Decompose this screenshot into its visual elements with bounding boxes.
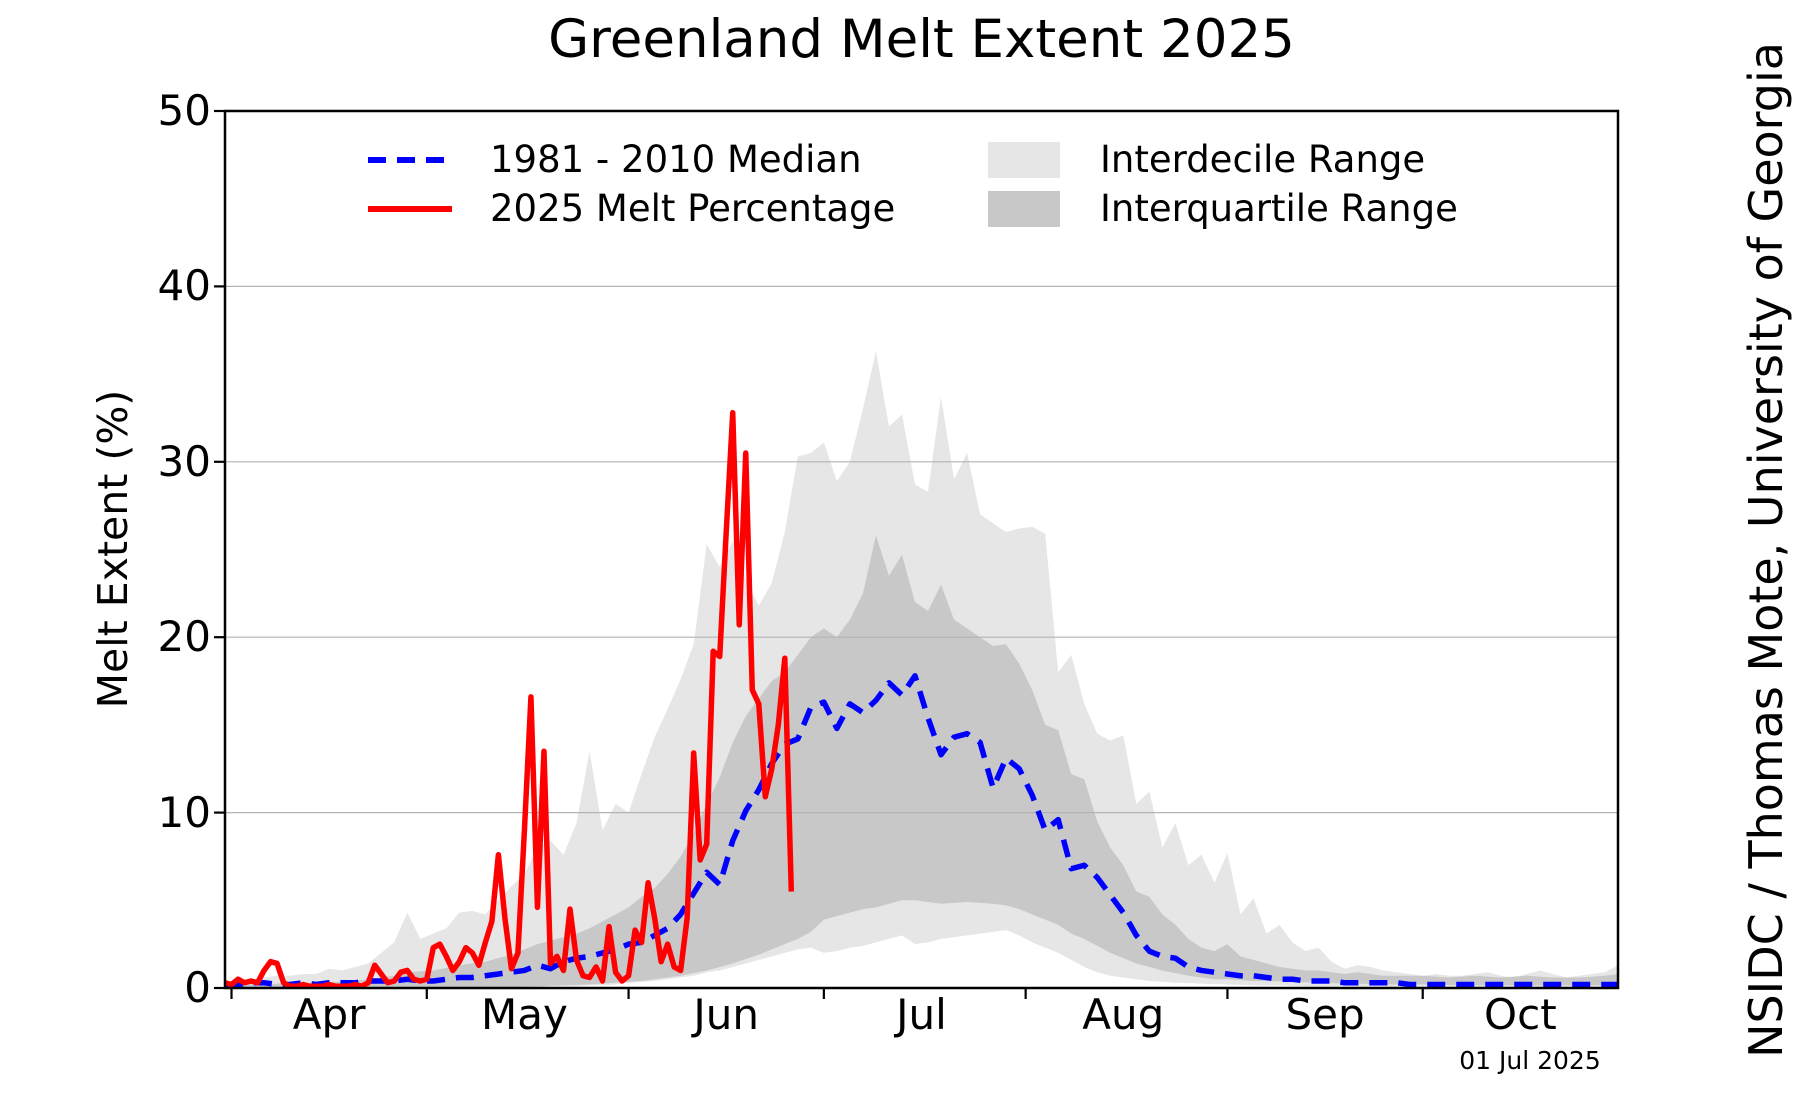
x-month-label: Sep xyxy=(1285,990,1365,1039)
y-tick-label: 0 xyxy=(184,963,211,1012)
legend-row-2: 2025 Melt Percentage Interquartile Range xyxy=(0,187,1800,231)
page-title: Greenland Melt Extent 2025 xyxy=(548,9,1295,70)
interquartile-swatch xyxy=(988,191,1060,227)
interdecile-swatch xyxy=(988,142,1060,178)
date-stamp: 01 Jul 2025 xyxy=(1459,1046,1601,1075)
legend-row-1: 1981 - 2010 Median Interdecile Range xyxy=(0,138,1800,182)
plot-frame xyxy=(223,109,1620,990)
x-month-label: Jun xyxy=(693,990,760,1039)
melt-2025-line xyxy=(224,409,795,989)
melt-2025-line-sample xyxy=(368,206,452,212)
y-tick-label: 10 xyxy=(157,787,211,837)
y-tick-label: 50 xyxy=(157,86,211,135)
median-line-sample xyxy=(368,157,452,163)
legend-label-median: 1981 - 2010 Median xyxy=(490,138,862,181)
x-month-label: Apr xyxy=(292,990,366,1039)
legend-label-interdecile: Interdecile Range xyxy=(1100,138,1426,181)
x-month-label: Aug xyxy=(1082,990,1165,1039)
legend-label-2025: 2025 Melt Percentage xyxy=(490,187,896,230)
y-axis-label: Melt Extent (%) xyxy=(89,389,137,709)
x-month-label: Jul xyxy=(896,990,947,1039)
y-tick-label: 30 xyxy=(157,436,211,486)
y-tick-label: 40 xyxy=(157,261,211,311)
y-tick-label: 20 xyxy=(157,612,211,662)
x-month-label: Oct xyxy=(1484,990,1557,1039)
interquartile-band xyxy=(225,535,1618,988)
legend-label-interquartile: Interquartile Range xyxy=(1100,187,1458,230)
median-line xyxy=(225,673,1618,988)
x-month-label: May xyxy=(481,990,568,1039)
